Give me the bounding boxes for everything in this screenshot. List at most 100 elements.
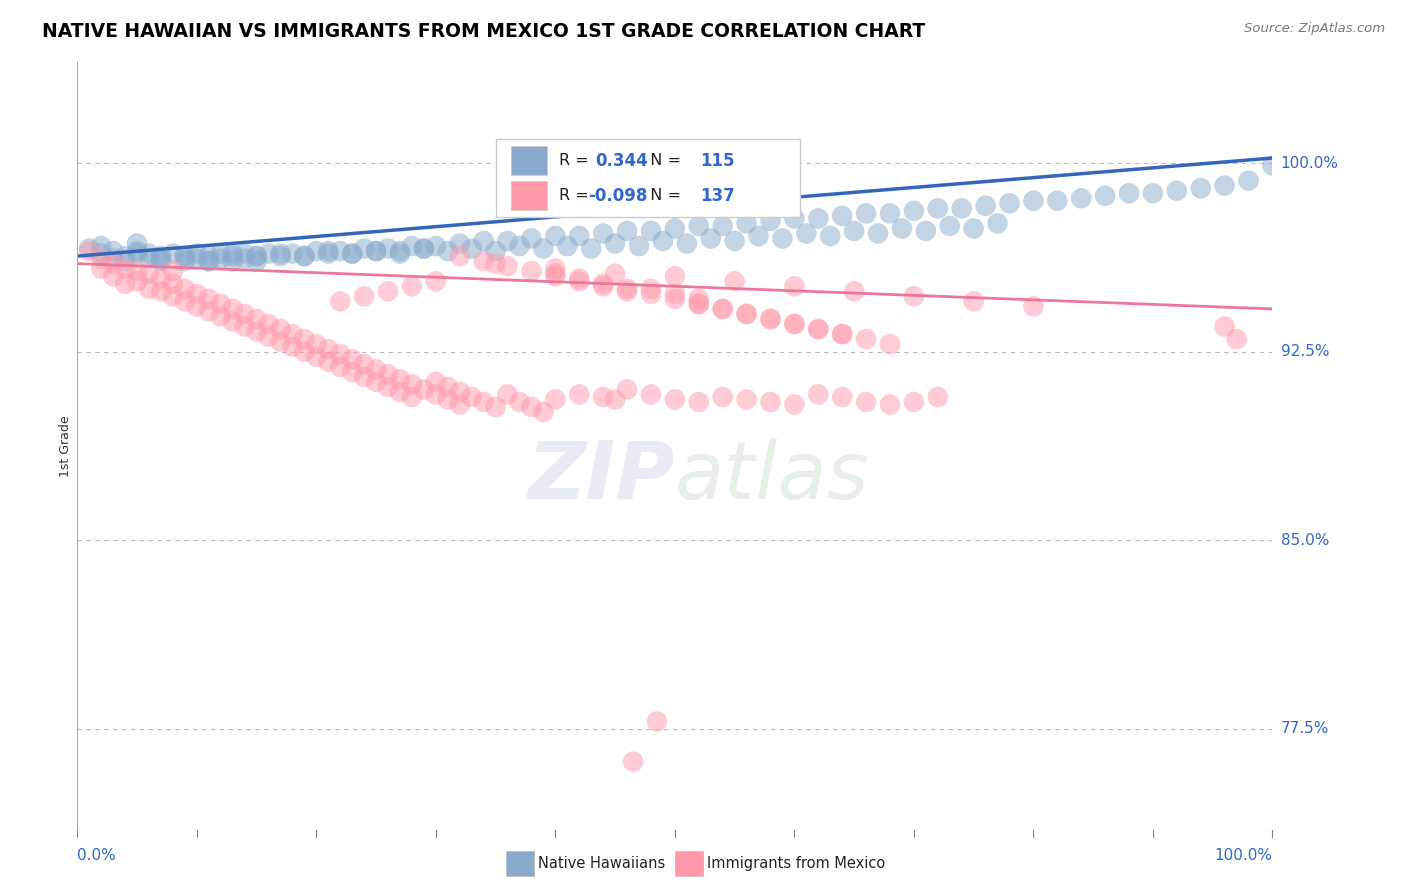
Point — [437, 380, 460, 394]
Point — [484, 257, 508, 271]
Point — [700, 231, 723, 245]
Point — [209, 246, 232, 260]
Point — [425, 274, 447, 288]
Point — [437, 392, 460, 407]
Point — [645, 714, 668, 729]
Point — [281, 246, 304, 260]
Point — [388, 384, 412, 399]
Point — [388, 244, 412, 258]
Point — [366, 244, 388, 258]
Text: 77.5%: 77.5% — [1281, 722, 1329, 737]
Point — [353, 242, 375, 256]
Point — [127, 246, 149, 260]
Point — [222, 301, 245, 316]
Point — [616, 383, 638, 397]
Point — [544, 229, 567, 244]
Point — [292, 249, 315, 263]
Point — [711, 219, 734, 233]
Text: 137: 137 — [700, 187, 735, 205]
Point — [366, 362, 388, 376]
Point — [281, 327, 304, 342]
Point — [329, 294, 352, 309]
Point — [209, 297, 232, 311]
Point — [759, 312, 782, 326]
Point — [484, 244, 508, 258]
Point — [927, 202, 949, 216]
Text: NATIVE HAWAIIAN VS IMMIGRANTS FROM MEXICO 1ST GRADE CORRELATION CHART: NATIVE HAWAIIAN VS IMMIGRANTS FROM MEXIC… — [42, 22, 925, 41]
Point — [292, 332, 315, 346]
Point — [1213, 178, 1236, 193]
Y-axis label: 1st Grade: 1st Grade — [59, 415, 72, 477]
Point — [292, 249, 315, 263]
Point — [592, 277, 614, 291]
Point — [305, 337, 328, 351]
Point — [401, 239, 423, 253]
Point — [186, 286, 208, 301]
Point — [461, 390, 484, 404]
Point — [401, 279, 423, 293]
Point — [855, 332, 877, 346]
Point — [329, 244, 352, 258]
Point — [1213, 319, 1236, 334]
Point — [413, 242, 436, 256]
Point — [257, 246, 280, 260]
Point — [150, 252, 173, 266]
Point — [903, 289, 925, 303]
Point — [735, 307, 758, 321]
Text: R =: R = — [560, 153, 593, 168]
Point — [90, 261, 112, 276]
Point — [1118, 186, 1140, 201]
Point — [162, 277, 184, 291]
Point — [796, 227, 818, 241]
Point — [844, 224, 866, 238]
Point — [449, 384, 471, 399]
Text: Native Hawaiians: Native Hawaiians — [538, 856, 666, 871]
Point — [783, 211, 806, 226]
Point — [544, 261, 567, 276]
Point — [90, 246, 112, 260]
Point — [592, 279, 614, 293]
Point — [353, 369, 375, 384]
Point — [413, 383, 436, 397]
Point — [891, 221, 914, 235]
Point — [807, 322, 830, 336]
Point — [209, 252, 232, 266]
Point — [820, 229, 842, 244]
Point — [1226, 332, 1249, 346]
Point — [449, 397, 471, 411]
Point — [1022, 300, 1045, 314]
Point — [209, 310, 232, 324]
Point — [305, 244, 328, 258]
Text: atlas: atlas — [675, 438, 870, 516]
Text: N =: N = — [640, 153, 686, 168]
Point — [568, 274, 591, 288]
Point — [257, 329, 280, 343]
Point — [735, 307, 758, 321]
Point — [496, 234, 519, 248]
Point — [759, 395, 782, 409]
Point — [233, 246, 256, 260]
Point — [772, 231, 794, 245]
Point — [318, 342, 340, 356]
Point — [127, 264, 149, 278]
Point — [138, 246, 160, 260]
Point — [783, 317, 806, 331]
Point — [366, 244, 388, 258]
Point — [305, 350, 328, 364]
Point — [1142, 186, 1164, 201]
Point — [401, 377, 423, 392]
Point — [114, 277, 136, 291]
Text: N =: N = — [640, 188, 686, 203]
Point — [342, 352, 364, 367]
Point — [544, 267, 567, 281]
Point — [114, 254, 136, 268]
Point — [174, 282, 197, 296]
Point — [425, 239, 447, 253]
Point — [974, 199, 997, 213]
Point — [138, 252, 160, 266]
Point — [79, 242, 101, 256]
Point — [807, 387, 830, 401]
Point — [162, 246, 184, 260]
Point — [616, 285, 638, 299]
Point — [688, 297, 710, 311]
